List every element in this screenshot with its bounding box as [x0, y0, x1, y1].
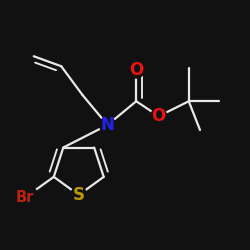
Text: O: O: [129, 61, 144, 79]
Circle shape: [100, 117, 116, 133]
Circle shape: [12, 184, 38, 210]
Text: S: S: [73, 186, 85, 204]
Text: O: O: [152, 107, 166, 125]
Circle shape: [151, 108, 167, 124]
Circle shape: [128, 62, 144, 78]
Text: Br: Br: [16, 190, 34, 205]
Text: N: N: [100, 116, 114, 134]
Circle shape: [71, 187, 87, 203]
